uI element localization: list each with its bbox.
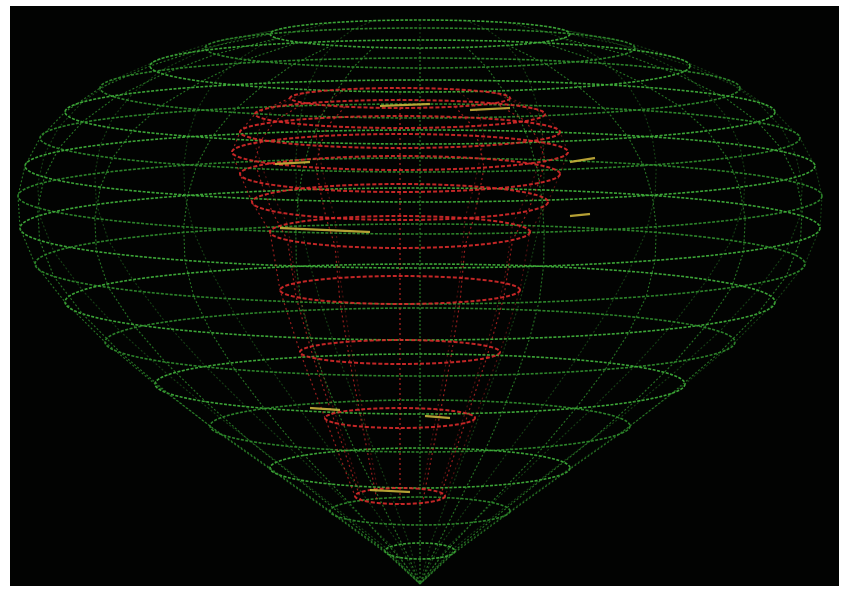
inner-meridian <box>253 92 362 493</box>
outer-meridian <box>37 37 421 585</box>
highlight-segment <box>469 106 511 112</box>
outer-meridian <box>183 22 421 585</box>
highlight-segment <box>279 226 371 234</box>
outer-meridian <box>419 44 657 585</box>
inner-meridian <box>315 88 379 490</box>
outer-meridian <box>17 33 421 585</box>
outer-meridian <box>419 22 657 585</box>
outer-meridian <box>419 33 823 585</box>
highlight-segment <box>569 212 591 218</box>
outer-ring <box>34 223 806 305</box>
outer-meridian <box>295 20 421 585</box>
highlight-segment <box>379 102 431 108</box>
outer-surface-meridians <box>17 20 823 585</box>
outer-ring <box>149 39 691 93</box>
outer-meridian <box>37 29 421 585</box>
outer-meridian <box>94 25 421 585</box>
outer-meridian <box>419 20 545 585</box>
outer-meridian <box>419 37 803 585</box>
inner-meridian <box>315 106 379 504</box>
inner-meridian <box>421 88 485 490</box>
highlight-segment <box>309 406 341 412</box>
outer-meridian <box>94 41 421 585</box>
highlight-segment <box>424 414 451 420</box>
inner-surface-meridians <box>231 88 569 504</box>
highlight-segment <box>569 156 596 164</box>
wireframe-plot <box>17 19 823 585</box>
inner-meridian <box>253 102 362 501</box>
outer-meridian <box>183 44 421 585</box>
inner-meridian <box>421 106 485 504</box>
highlight-segments <box>274 102 596 494</box>
outer-ring <box>64 79 776 145</box>
inner-meridian <box>438 92 547 493</box>
outer-meridian <box>419 41 746 585</box>
highlight-segment <box>274 160 311 166</box>
outer-ring <box>24 129 816 203</box>
outer-meridian <box>419 29 803 585</box>
inner-meridian <box>438 102 547 501</box>
highlight-segment <box>369 488 411 494</box>
outer-meridian <box>419 25 746 585</box>
crt-screen <box>10 6 839 586</box>
